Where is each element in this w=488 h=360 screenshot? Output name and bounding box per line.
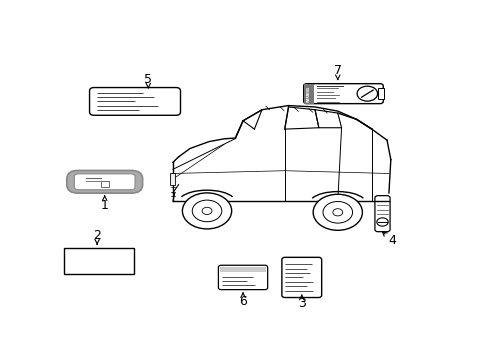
FancyBboxPatch shape [218,265,267,290]
Bar [170,174,175,185]
Circle shape [182,193,231,229]
FancyBboxPatch shape [281,257,321,297]
FancyBboxPatch shape [67,170,142,193]
Text: 7: 7 [333,64,341,77]
Bar [101,181,109,187]
Circle shape [312,194,362,230]
Text: 4: 4 [388,234,396,247]
FancyBboxPatch shape [374,195,389,232]
FancyBboxPatch shape [74,174,135,190]
Bar [220,267,265,272]
FancyBboxPatch shape [303,84,383,104]
Text: 6: 6 [239,295,246,308]
Bar [378,88,384,99]
Text: 5: 5 [144,73,152,86]
FancyBboxPatch shape [89,87,180,115]
Text: 1: 1 [101,199,108,212]
Bar [64,248,134,274]
FancyBboxPatch shape [303,84,314,104]
Text: WARNING: WARNING [306,86,310,102]
Text: 2: 2 [93,229,101,242]
Circle shape [332,209,342,216]
Circle shape [202,207,211,215]
Text: 3: 3 [297,297,305,310]
